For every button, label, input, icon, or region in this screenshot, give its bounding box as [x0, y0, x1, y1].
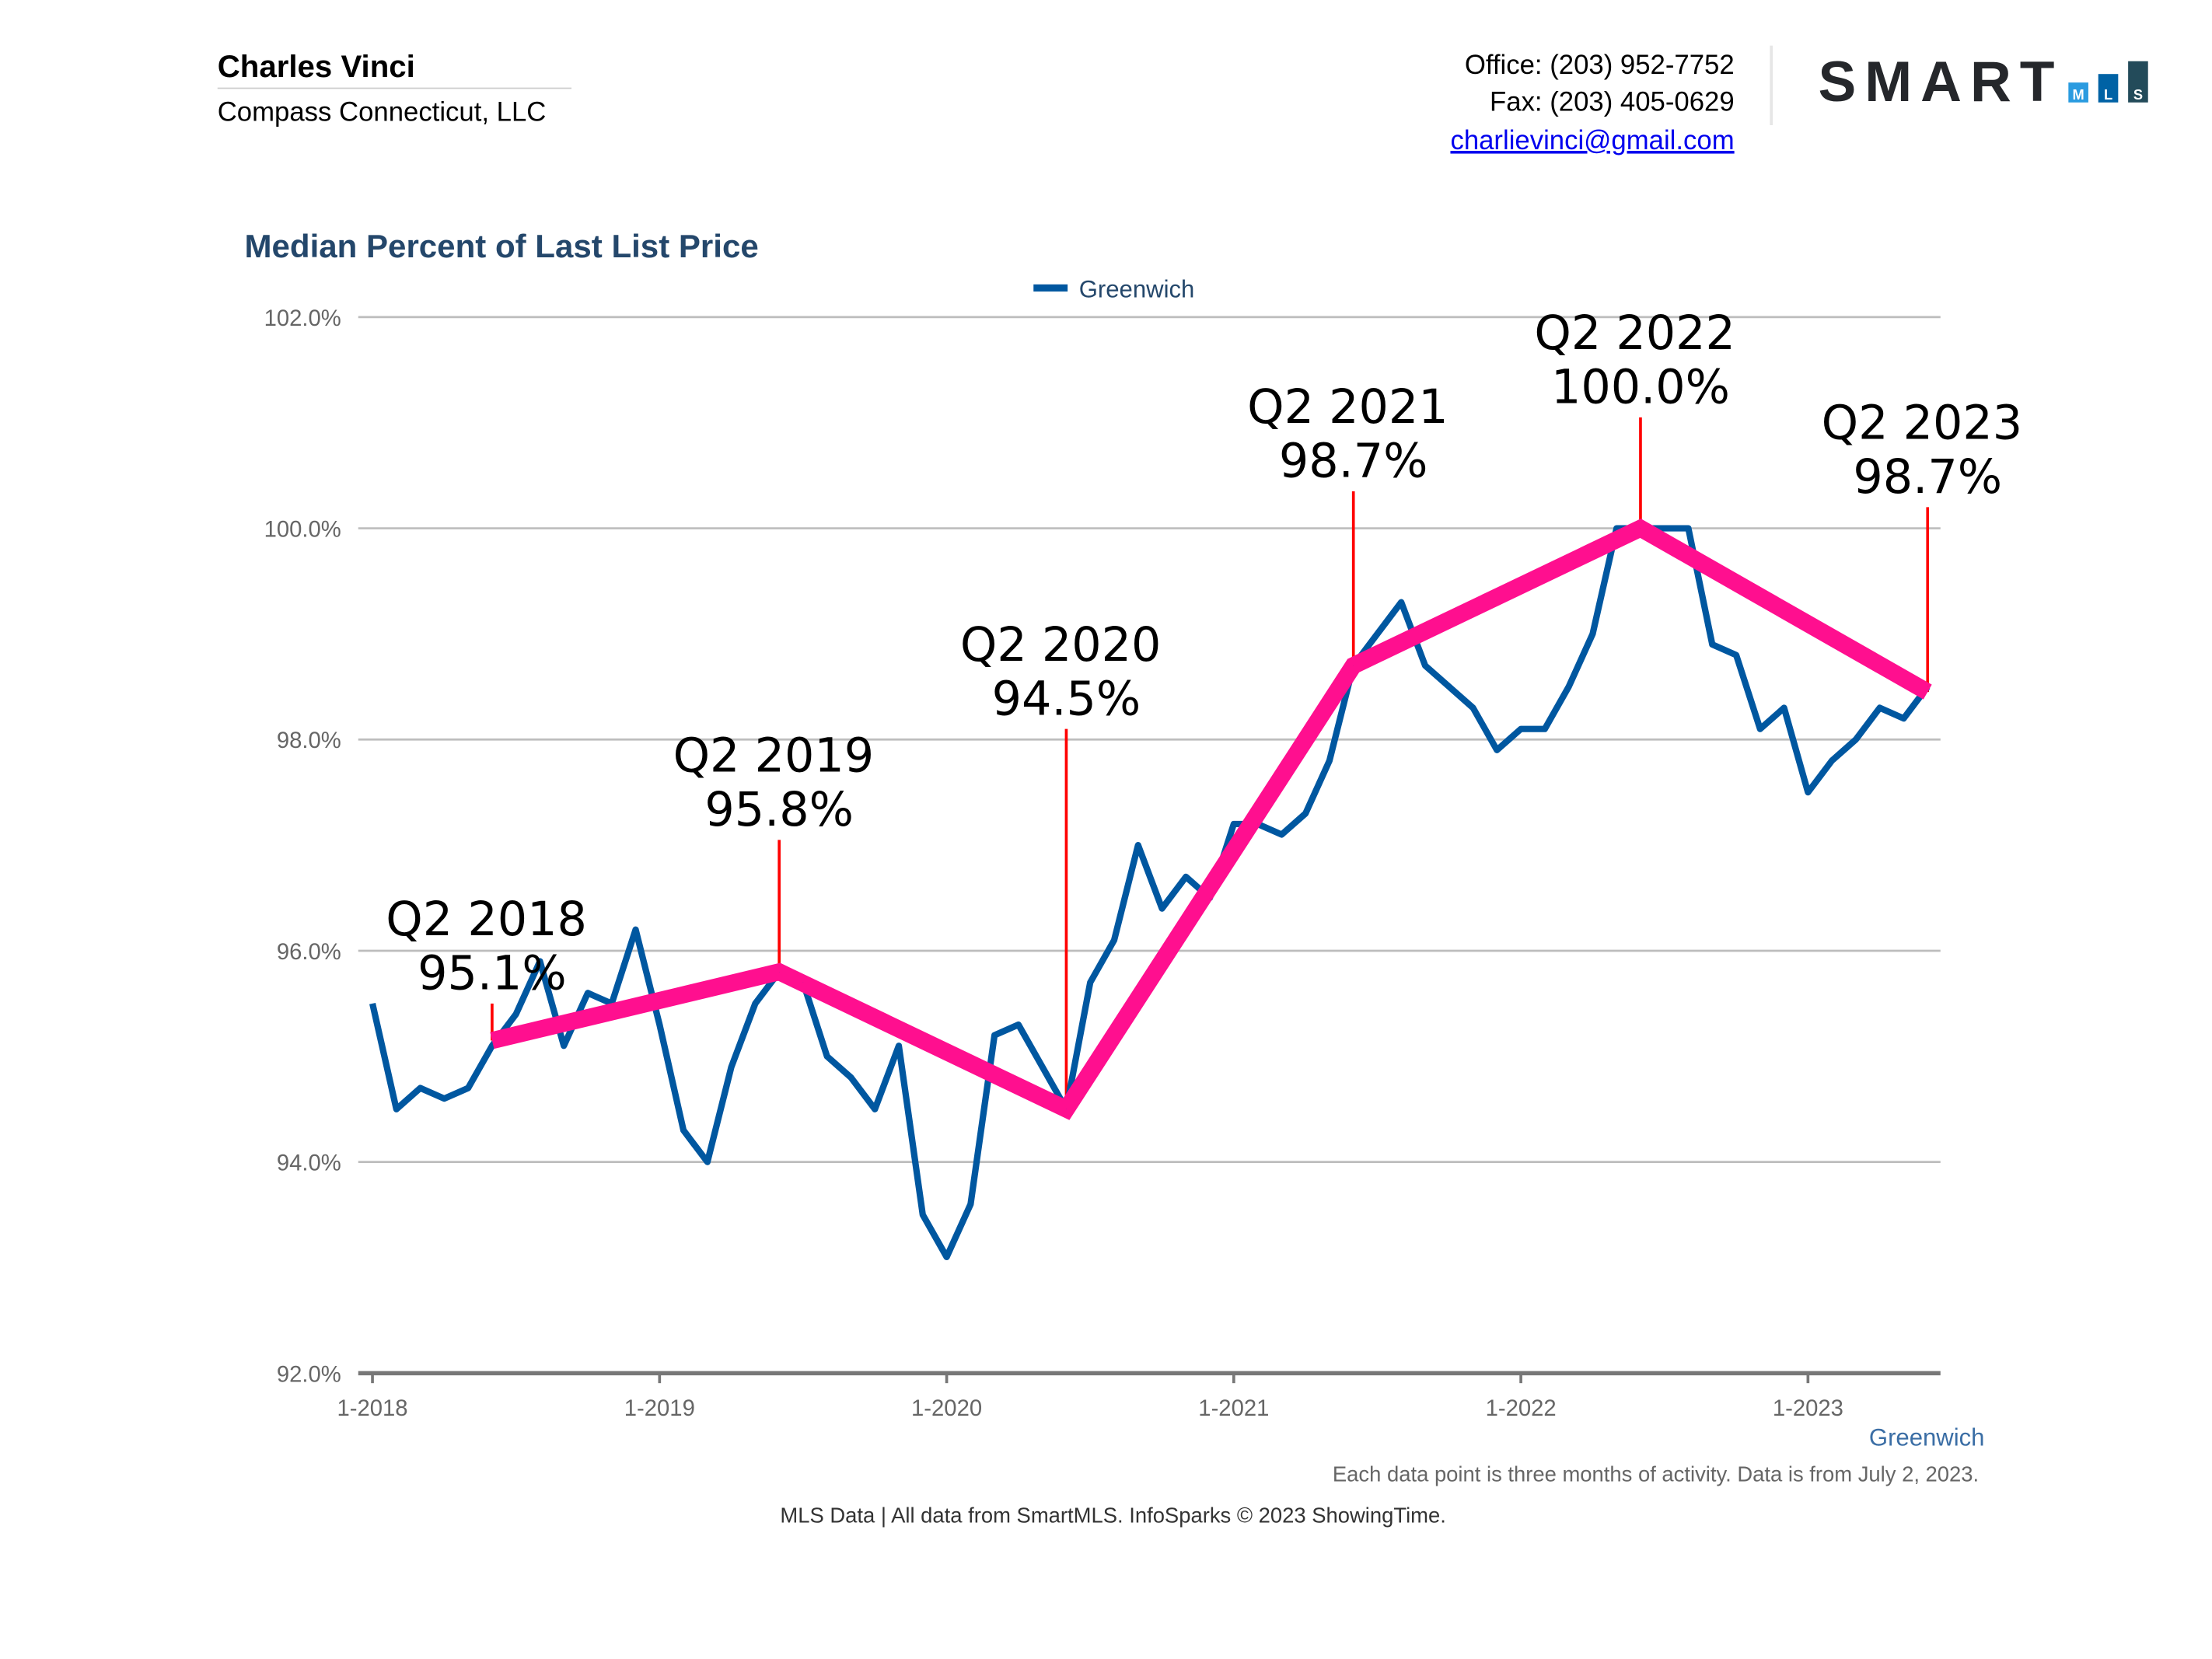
legend-label: Greenwich	[1079, 275, 1195, 302]
y-tick-label: 100.0%	[264, 518, 341, 543]
legend-swatch	[1033, 284, 1068, 292]
x-tick-label: 1-2019	[624, 1396, 695, 1421]
annotation-markers	[491, 417, 1930, 1109]
x-tick-label: 1-2023	[1773, 1396, 1843, 1421]
y-tick-label: 102.0%	[264, 306, 341, 331]
office-phone: Office: (203) 952-7752	[1465, 51, 1735, 80]
data-points	[372, 528, 1928, 1258]
annotation-quarter: Q2 2020	[960, 618, 1162, 672]
x-tick-label: 1-2020	[911, 1396, 982, 1421]
grid-lines	[358, 316, 1941, 1164]
annotation-quarter: Q2 2022	[1534, 306, 1735, 361]
annotation-value: 95.1%	[418, 947, 567, 1001]
y-tick-label: 96.0%	[277, 940, 341, 965]
smartmls-logo: SMART M L S	[1819, 51, 2148, 114]
annotation-quarter: Q2 2021	[1247, 380, 1448, 435]
annotation-value: 98.7%	[1279, 435, 1428, 489]
x-axis: 1-2018 1-2019 1-2020 1-2021 1-2022 1-2023	[337, 1371, 1941, 1421]
series-label-bottom: Greenwich	[1869, 1424, 1985, 1451]
email-link[interactable]: charlievinci@gmail.com	[1450, 126, 1734, 155]
annotation-value: 95.8%	[704, 783, 854, 837]
chart-title: Median Percent of Last List Price	[244, 228, 758, 264]
annotation-value: 98.7%	[1853, 450, 2002, 505]
y-axis: 92.0% 94.0% 96.0% 98.0% 100.0% 102.0%	[264, 306, 341, 1388]
annotation-quarter: Q2 2023	[1822, 396, 2023, 451]
annotation-value: 94.5%	[992, 672, 1141, 726]
svg-text:M: M	[2073, 86, 2084, 103]
annotation-quarter: Q2 2018	[386, 892, 587, 947]
y-tick-label: 98.0%	[277, 728, 341, 753]
annotation-value: 100.0%	[1551, 361, 1730, 415]
footer-note: Each data point is three months of activ…	[1333, 1462, 1979, 1486]
svg-text:S: S	[2133, 86, 2143, 103]
svg-text:SMART: SMART	[1819, 51, 2063, 114]
trend-line-q2	[490, 519, 1932, 1120]
company-name: Compass Connecticut, LLC	[218, 98, 547, 127]
x-tick-label: 1-2018	[337, 1396, 408, 1421]
x-tick-label: 1-2021	[1198, 1396, 1269, 1421]
fax-number: Fax: (203) 405-0629	[1490, 88, 1735, 117]
footer-source: MLS Data | All data from SmartMLS. InfoS…	[780, 1503, 1445, 1527]
series-line-greenwich	[369, 525, 1931, 1261]
annotation-quarter: Q2 2019	[673, 729, 875, 784]
svg-text:L: L	[2104, 86, 2112, 103]
legend[interactable]: Greenwich	[1033, 275, 1194, 302]
y-tick-label: 92.0%	[277, 1362, 341, 1387]
y-tick-label: 94.0%	[277, 1151, 341, 1176]
agent-name: Charles Vinci	[218, 49, 415, 84]
x-tick-label: 1-2022	[1486, 1396, 1557, 1421]
